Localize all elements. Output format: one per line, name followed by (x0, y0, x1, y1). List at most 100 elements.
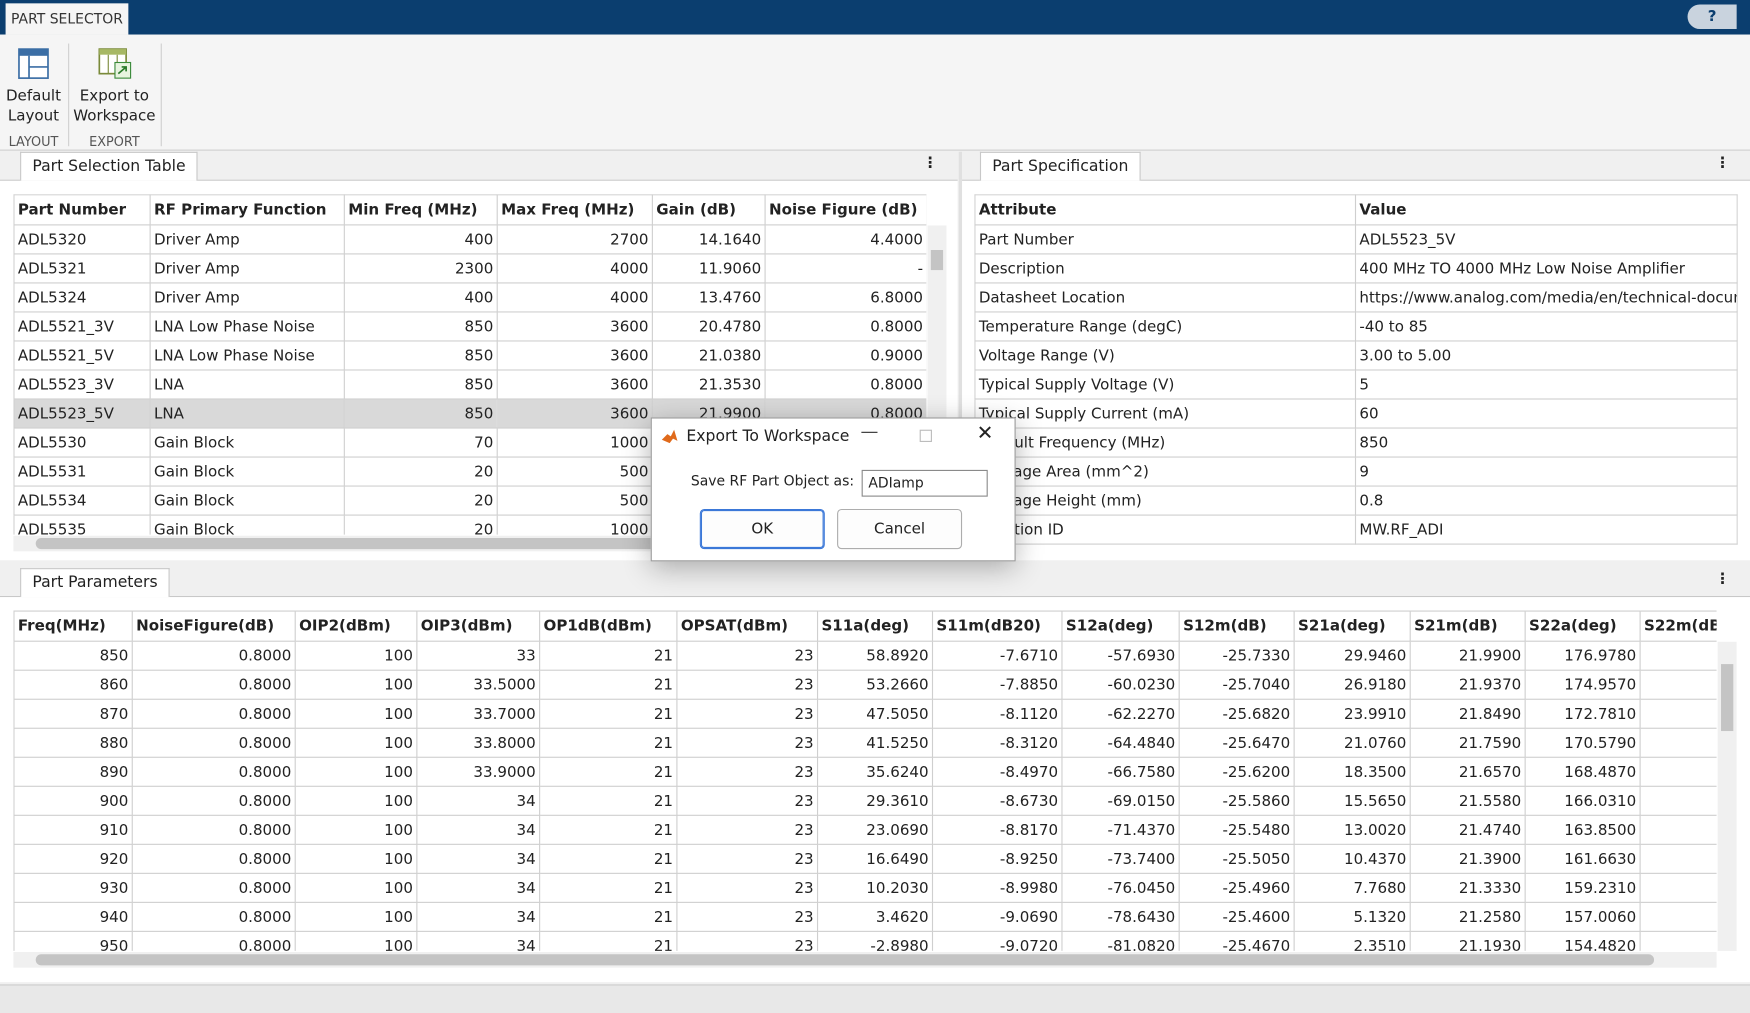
column-header: Max Freq (MHz) (497, 195, 652, 225)
table-cell: ADL5521_3V (14, 312, 150, 341)
maximize-button (920, 430, 932, 442)
table-cell: 850 (14, 641, 132, 670)
panel-tab[interactable]: Part Parameters (20, 568, 170, 597)
table-row[interactable]: 9000.800010034212329.3610-8.6730-69.0150… (14, 786, 1717, 815)
table-cell: -62.2270 (1062, 699, 1179, 728)
panel-header: Part Parameters ⋮ (0, 568, 1750, 597)
table-cell: 890 (14, 757, 132, 786)
table-cell: 163.8500 (1525, 815, 1640, 844)
panel-body: AttributeValuePart NumberADL5523_5VDescr… (962, 181, 1750, 560)
table-row[interactable]: 8600.800010033.5000212353.2660-7.8850-60… (14, 670, 1717, 699)
table-cell: 3.4620 (818, 902, 933, 931)
column-header: S21m(dB) (1410, 611, 1525, 641)
table-cell: Default Frequency (MHz) (975, 428, 1356, 457)
scroll-thumb[interactable] (36, 954, 1654, 965)
table-cell: 850 (344, 399, 497, 428)
horizontal-scrollbar[interactable] (13, 952, 1716, 968)
panel-tab[interactable]: Part Selection Table (20, 152, 198, 181)
table-cell: ADL5530 (14, 428, 150, 457)
table-row[interactable]: 8500.800010033212358.8920-7.6710-57.6930… (14, 641, 1717, 670)
table-cell: -8.4970 (933, 757, 1062, 786)
table-cell: 850 (344, 341, 497, 370)
table-cell: 16.6490 (818, 844, 933, 873)
table-cell: 11.9060 (652, 254, 765, 283)
table-cell: 0.8 (1356, 486, 1738, 515)
table-row[interactable]: ADL5521_3VLNA Low Phase Noise850360020.4… (14, 312, 926, 341)
name-input[interactable]: ADIamp (862, 470, 988, 497)
panel-menu[interactable]: ⋮ (1715, 154, 1730, 172)
table-row[interactable]: ADL5324Driver Amp400400013.47606.8000 (14, 283, 926, 312)
table-row[interactable]: Typical Supply Current (mA)60 (975, 399, 1737, 428)
table-row[interactable]: Description400 MHz TO 4000 MHz Low Noise… (975, 254, 1737, 283)
help-button[interactable]: ? (1688, 4, 1737, 29)
table-cell: -60.0230 (1062, 670, 1179, 699)
column-header: RF Primary Function (150, 195, 344, 225)
table-row[interactable]: ADL5321Driver Amp2300400011.9060- (14, 254, 926, 283)
table-row[interactable]: 8700.800010033.7000212347.5050-8.1120-62… (14, 699, 1717, 728)
table-row[interactable]: 9500.8000100342123-2.8980-9.0720-81.0820… (14, 931, 1717, 951)
column-header: OP1dB(dBm) (540, 611, 677, 641)
table-cell: -71.4370 (1062, 815, 1179, 844)
table-row[interactable]: Voltage Range (V)3.00 to 5.00 (975, 341, 1737, 370)
table-row[interactable]: Default Frequency (MHz)850 (975, 428, 1737, 457)
table-cell: 21 (540, 902, 677, 931)
table-cell: 21 (540, 873, 677, 902)
table-row[interactable]: Package Height (mm)0.8 (975, 486, 1737, 515)
panel-tab[interactable]: Part Specification (980, 152, 1141, 181)
app-tab[interactable]: PART SELECTOR (6, 3, 129, 34)
table-cell: Gain Block (150, 486, 344, 515)
table-cell: 26.9180 (1294, 670, 1410, 699)
panel-header: Part Selection Table ⋮ (0, 152, 958, 181)
table-row[interactable]: Typical Supply Voltage (V)5 (975, 370, 1737, 399)
header-row: Freq(MHz)NoiseFigure(dB)OIP2(dBm)OIP3(dB… (14, 611, 1717, 641)
table-cell: 0.8000 (132, 873, 295, 902)
cancel-button[interactable]: Cancel (837, 509, 962, 549)
table-row[interactable]: Package Area (mm^2)9 (975, 457, 1737, 486)
table-row[interactable]: ADL5521_5VLNA Low Phase Noise850360021.0… (14, 341, 926, 370)
table-row[interactable]: 8900.800010033.9000212335.6240-8.4970-66… (14, 757, 1717, 786)
close-button[interactable]: ✕ (977, 422, 994, 445)
table-cell: Function ID (975, 515, 1356, 544)
scroll-thumb[interactable] (1721, 664, 1733, 731)
table-row[interactable]: 9400.80001003421233.4620-9.0690-78.6430-… (14, 902, 1717, 931)
table-cell: 100 (295, 641, 417, 670)
table-cell: 154.4820 (1525, 931, 1640, 951)
table-row[interactable]: ADL5523_3VLNA850360021.35300.8000 (14, 370, 926, 399)
table-cell: https://www.analog.com/media/en/technica… (1356, 283, 1738, 312)
table-row[interactable]: 9300.800010034212310.2030-8.9980-76.0450… (14, 873, 1717, 902)
scroll-thumb[interactable] (931, 250, 943, 270)
table-row[interactable]: 9200.800010034212316.6490-8.9250-73.7400… (14, 844, 1717, 873)
default-layout-button[interactable]: Default Layout (0, 86, 67, 126)
export-to-workspace-button[interactable]: Export to Workspace (69, 86, 159, 126)
table-row[interactable]: Datasheet Locationhttps://www.analog.com… (975, 283, 1737, 312)
column-header: NoiseFigure(dB) (132, 611, 295, 641)
table-cell: Part Number (975, 225, 1356, 254)
table-cell: 41.5250 (818, 728, 933, 757)
matlab-icon (661, 427, 679, 445)
table-cell: ADL5523_3V (14, 370, 150, 399)
table-row[interactable]: 8800.800010033.8000212341.5250-8.3120-64… (14, 728, 1717, 757)
table-cell: -66.7580 (1062, 757, 1179, 786)
panel-menu[interactable]: ⋮ (1715, 570, 1730, 588)
table-row[interactable]: 9100.800010034212323.0690-8.8170-71.4370… (14, 815, 1717, 844)
vertical-scrollbar[interactable] (1718, 642, 1737, 951)
table-cell: 21 (540, 670, 677, 699)
table-cell: -7.8850 (933, 670, 1062, 699)
table-cell: LNA (150, 399, 344, 428)
table-cell: ADL5523_5V (1356, 225, 1738, 254)
scroll-thumb[interactable] (36, 538, 683, 549)
table-cell: 5 (1356, 370, 1738, 399)
table-row[interactable]: Temperature Range (degC)-40 to 85 (975, 312, 1737, 341)
table-cell: 0.8000 (132, 931, 295, 951)
table-row[interactable]: ADL5320Driver Amp400270014.16404.4000 (14, 225, 926, 254)
table-cell: 930 (14, 873, 132, 902)
table-cell: 3600 (497, 312, 652, 341)
table-row[interactable]: Part NumberADL5523_5V (975, 225, 1737, 254)
ok-button[interactable]: OK (700, 509, 825, 549)
table-cell: -25.6820 (1179, 699, 1294, 728)
minimize-button[interactable]: — (861, 421, 879, 442)
table-cell: -8.1120 (933, 699, 1062, 728)
table-cell: 18.3500 (1294, 757, 1410, 786)
panel-menu[interactable]: ⋮ (922, 154, 937, 172)
table-row[interactable]: Function IDMW.RF_ADI (975, 515, 1737, 544)
